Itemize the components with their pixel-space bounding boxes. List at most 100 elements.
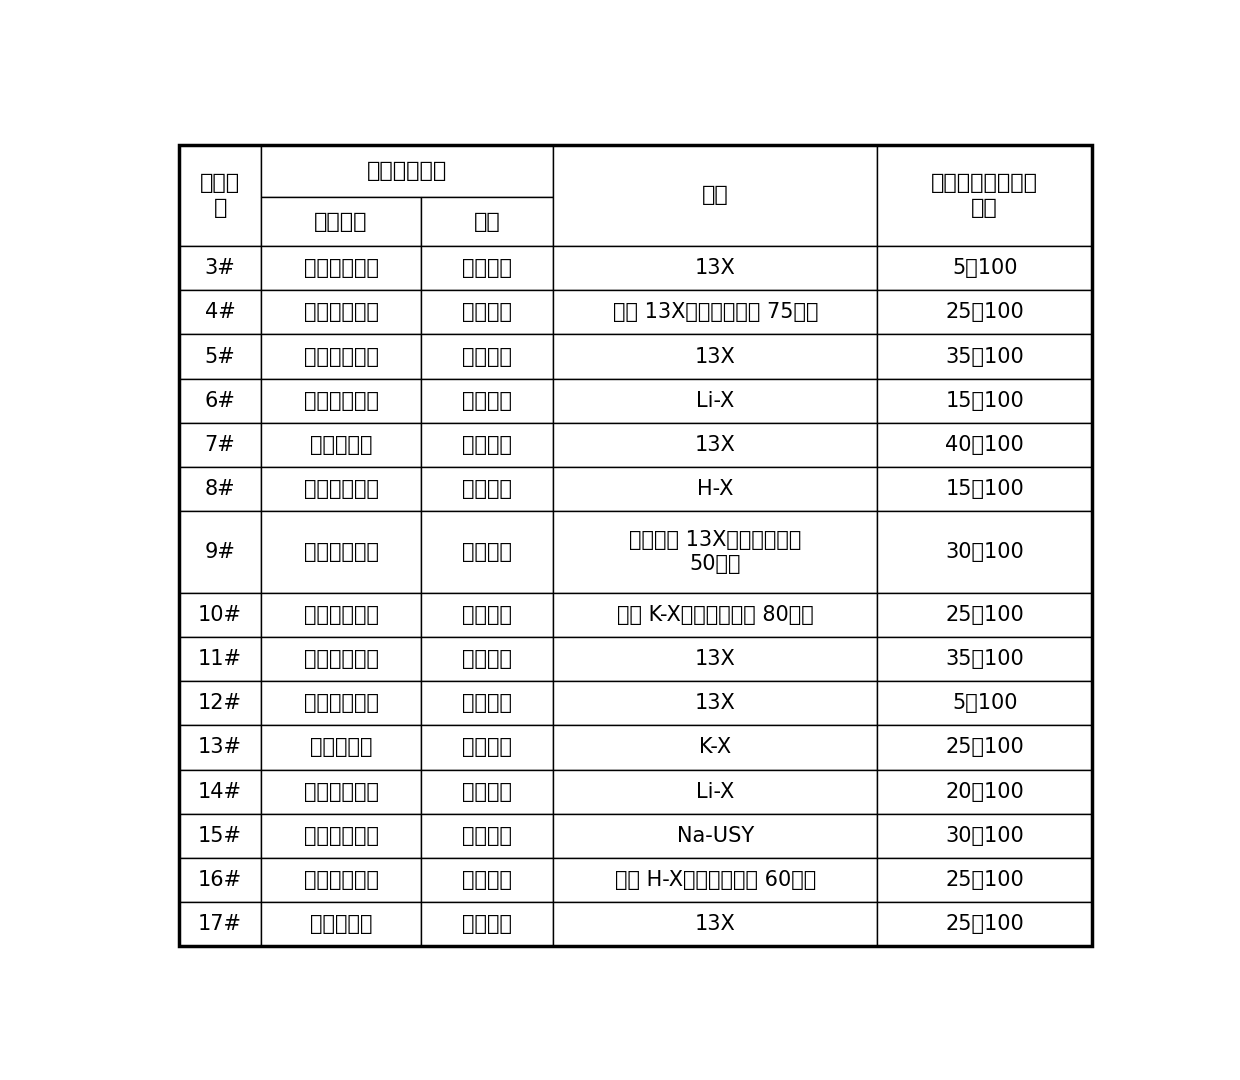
Bar <box>878 246 1092 291</box>
Bar <box>553 637 878 681</box>
Text: 无水乙醇: 无水乙醇 <box>463 782 512 801</box>
Bar <box>553 681 878 726</box>
Bar <box>553 335 878 379</box>
Text: K-X: K-X <box>699 738 732 757</box>
Text: Li-X: Li-X <box>696 782 734 801</box>
Text: 25：100: 25：100 <box>945 738 1024 757</box>
Text: 二水合氯化铜: 二水合氯化铜 <box>304 542 378 562</box>
Bar <box>262 511 420 593</box>
Text: Li-X: Li-X <box>696 391 734 410</box>
Text: 9#: 9# <box>205 542 236 562</box>
Bar <box>262 379 420 423</box>
Text: 3#: 3# <box>205 258 236 279</box>
Text: 二水合氯化铜: 二水合氯化铜 <box>304 649 378 670</box>
Bar <box>420 593 553 637</box>
Text: 16#: 16# <box>198 870 242 890</box>
Text: 无水氯化铜: 无水氯化铜 <box>310 435 372 455</box>
Bar <box>262 593 420 637</box>
Text: 13X: 13X <box>694 693 735 713</box>
Text: 二水合氯化铜: 二水合氯化铜 <box>304 870 378 890</box>
Text: 去离子水: 去离子水 <box>463 542 512 562</box>
Bar <box>553 593 878 637</box>
Bar <box>420 291 553 335</box>
Bar <box>179 291 262 335</box>
Text: 去离子水: 去离子水 <box>463 826 512 846</box>
Bar <box>878 858 1092 902</box>
Text: 25：100: 25：100 <box>945 914 1024 934</box>
Text: 10#: 10# <box>198 605 242 625</box>
Text: 8#: 8# <box>205 480 236 499</box>
Text: 5：100: 5：100 <box>952 258 1018 279</box>
Text: 二水合氯化铜: 二水合氯化铜 <box>304 693 378 713</box>
Bar <box>179 637 262 681</box>
Text: 去离子水: 去离子水 <box>463 870 512 890</box>
Text: 14#: 14# <box>198 782 242 801</box>
Bar <box>420 813 553 858</box>
Bar <box>179 423 262 467</box>
Bar <box>878 902 1092 946</box>
Text: 无水乙醇: 无水乙醇 <box>463 302 512 323</box>
Text: 17#: 17# <box>198 914 242 934</box>
Bar <box>420 726 553 770</box>
Bar <box>179 335 262 379</box>
Bar <box>262 198 420 246</box>
Bar <box>553 423 878 467</box>
Bar <box>420 902 553 946</box>
Text: 25：100: 25：100 <box>945 605 1024 625</box>
Text: 6#: 6# <box>205 391 236 410</box>
Text: 去离子水: 去离子水 <box>463 738 512 757</box>
Text: 25：100: 25：100 <box>945 870 1024 890</box>
Bar <box>262 902 420 946</box>
Text: 13#: 13# <box>198 738 242 757</box>
Bar <box>420 335 553 379</box>
Bar <box>420 198 553 246</box>
Text: 12#: 12# <box>198 693 242 713</box>
Text: 无水乙醇: 无水乙醇 <box>463 693 512 713</box>
Bar <box>420 858 553 902</box>
Bar <box>179 145 262 246</box>
Bar <box>420 681 553 726</box>
Bar <box>878 145 1092 246</box>
Bar <box>553 511 878 593</box>
Bar <box>878 379 1092 423</box>
Bar <box>553 291 878 335</box>
Bar <box>878 467 1092 511</box>
Text: 二水合氯化铜: 二水合氯化铜 <box>304 605 378 625</box>
Text: Na-USY: Na-USY <box>677 826 754 846</box>
Bar <box>262 681 420 726</box>
Bar <box>179 681 262 726</box>
Bar <box>179 813 262 858</box>
Text: 无水乙醇: 无水乙醇 <box>463 605 512 625</box>
Bar <box>878 593 1092 637</box>
Bar <box>553 467 878 511</box>
Text: 35：100: 35：100 <box>945 649 1024 670</box>
Bar <box>553 726 878 770</box>
Text: 25：100: 25：100 <box>945 302 1024 323</box>
Bar <box>553 379 878 423</box>
Bar <box>179 902 262 946</box>
Text: 去离子水: 去离子水 <box>463 391 512 410</box>
Text: 载体: 载体 <box>702 186 729 205</box>
Bar <box>553 770 878 813</box>
Bar <box>878 770 1092 813</box>
Text: 11#: 11# <box>198 649 242 670</box>
Bar <box>179 858 262 902</box>
Bar <box>553 902 878 946</box>
Bar <box>420 467 553 511</box>
Text: 二水合氯化铜: 二水合氯化铜 <box>304 302 378 323</box>
Bar <box>262 637 420 681</box>
Bar <box>262 145 553 198</box>
Text: 无水乙醇: 无水乙醇 <box>463 435 512 455</box>
Bar <box>878 726 1092 770</box>
Text: 球形 K-X（分子筛含量 80％）: 球形 K-X（分子筛含量 80％） <box>618 605 813 625</box>
Bar <box>262 423 420 467</box>
Bar <box>179 246 262 291</box>
Text: 15：100: 15：100 <box>945 480 1024 499</box>
Text: 去离子水: 去离子水 <box>463 258 512 279</box>
Bar <box>262 858 420 902</box>
Bar <box>553 145 878 246</box>
Bar <box>878 335 1092 379</box>
Bar <box>179 770 262 813</box>
Text: 去离子水: 去离子水 <box>463 347 512 366</box>
Text: 二水合氯化铜: 二水合氯化铜 <box>304 480 378 499</box>
